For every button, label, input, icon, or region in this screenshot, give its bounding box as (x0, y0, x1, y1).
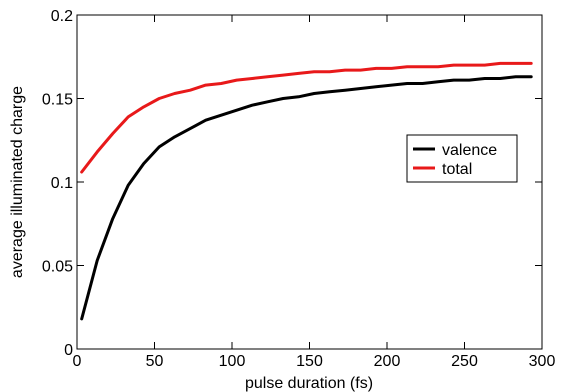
y-tick-label: 0.2 (51, 8, 73, 25)
series-line-valence (82, 77, 532, 319)
x-tick-label: 50 (146, 353, 164, 370)
y-tick-label: 0.15 (42, 92, 73, 109)
x-axis-label: pulse duration (fs) (245, 375, 373, 392)
axis-ticks: 0 50 100 150 200 250 300 0 0.05 0.1 0.15 0.2 (42, 8, 556, 370)
legend: valence total (407, 135, 517, 182)
legend-label-valence: valence (442, 142, 497, 159)
y-tick-label: 0.05 (42, 259, 73, 276)
x-tick-label: 300 (529, 353, 556, 370)
y-tick-label: 0 (64, 342, 73, 359)
series-lines (82, 63, 532, 319)
y-tick-label: 0.1 (51, 175, 73, 192)
x-tick-label: 200 (374, 353, 401, 370)
legend-label-total: total (442, 161, 472, 178)
x-tick-label: 150 (296, 353, 323, 370)
x-tick-label: 100 (219, 353, 246, 370)
y-axis-label: average illuminated charge (9, 86, 26, 278)
x-tick-label: 0 (73, 353, 82, 370)
x-tick-label: 250 (451, 353, 478, 370)
